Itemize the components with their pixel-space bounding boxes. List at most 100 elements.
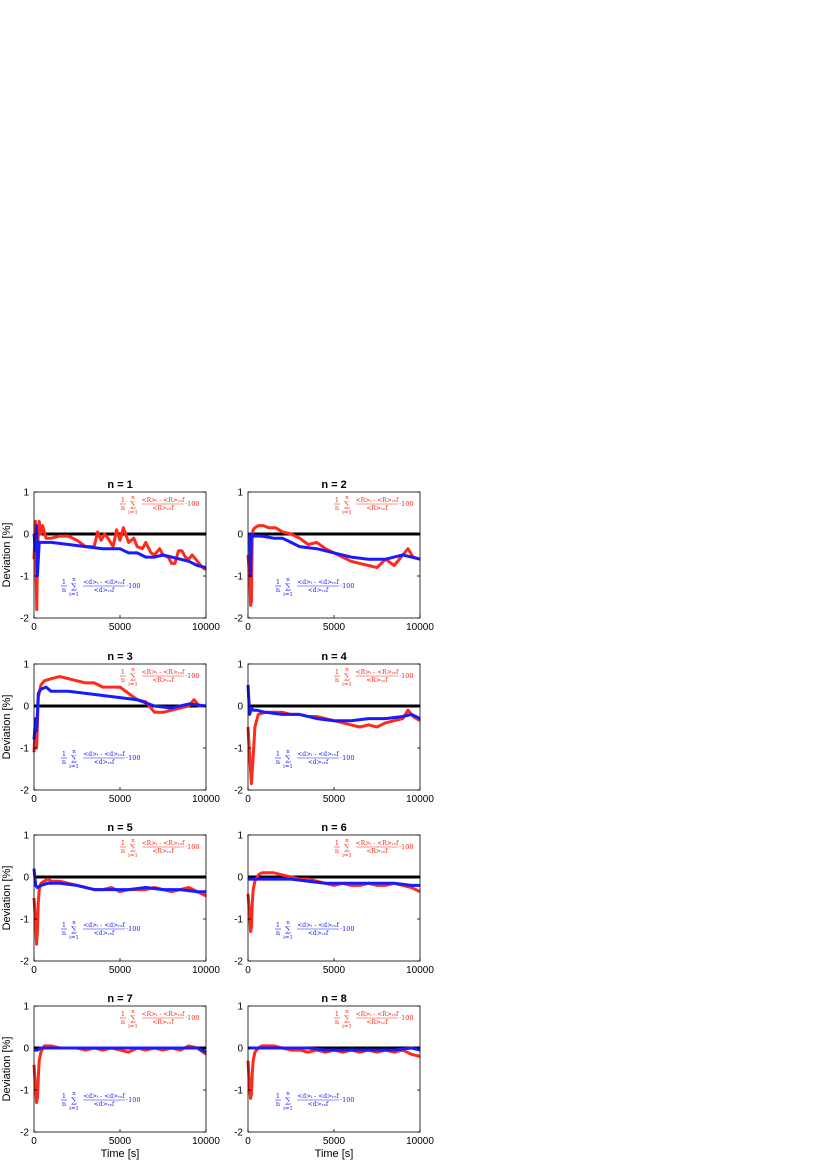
- x-tick-label: 10000: [192, 1136, 220, 1147]
- formula-suffix: ·100: [126, 1096, 140, 1104]
- y-tick-label: 1: [23, 1002, 29, 1013]
- y-tick-label: -1: [20, 1086, 29, 1097]
- formula-numerator: <d>ᵢ - <d>ᵣₑf: [297, 579, 339, 586]
- formula-prefix-den: n: [121, 847, 125, 855]
- formula-suffix: ·100: [185, 1014, 199, 1022]
- formula-d: 1nn∑i=1<d>ᵢ - <d>ᵣₑf<d>ᵣₑf·100: [61, 749, 140, 770]
- y-tick-label: 0: [237, 702, 243, 713]
- formula-numerator: <d>ᵢ - <d>ᵣₑf: [83, 751, 125, 758]
- x-tick-label: 5000: [109, 1136, 132, 1147]
- formula-denominator: <R>ᵣₑf: [366, 1019, 388, 1026]
- formula-prefix-num: 1: [276, 1092, 280, 1100]
- y-tick-label: -1: [234, 572, 243, 583]
- formula-prefix-den: n: [335, 1018, 339, 1026]
- formula-numerator: <R>ᵢ - <R>ᵣₑf: [142, 840, 186, 847]
- formula-numerator: <R>ᵢ - <R>ᵣₑf: [356, 1011, 400, 1018]
- formula-denominator: <R>ᵣₑf: [152, 505, 174, 512]
- formula-suffix: ·100: [185, 500, 199, 508]
- formula-R: 1nn∑i=1<R>ᵢ - <R>ᵣₑf<R>ᵣₑf·100: [120, 1009, 199, 1030]
- y-tick-label: -2: [234, 957, 243, 968]
- formula-numerator: <d>ᵢ - <d>ᵣₑf: [297, 1093, 339, 1100]
- x-tick-label: 10000: [406, 965, 434, 976]
- formula-prefix-den: n: [276, 758, 280, 766]
- y-tick-label: 1: [23, 660, 29, 671]
- formula-denominator: <d>ᵣₑf: [308, 587, 329, 594]
- series-line-d: [246, 684, 421, 723]
- x-tick-label: 5000: [323, 965, 346, 976]
- formula-d: 1nn∑i=1<d>ᵢ - <d>ᵣₑf<d>ᵣₑf·100: [275, 749, 354, 770]
- formula-prefix-den: n: [335, 847, 339, 855]
- formula-sum-top: n: [131, 667, 135, 673]
- formula-denominator: <d>ᵣₑf: [308, 1101, 329, 1108]
- formula-d: 1nn∑i=1<d>ᵢ - <d>ᵣₑf<d>ᵣₑf·100: [61, 920, 140, 941]
- formula-sum-sign: ∑: [285, 754, 291, 763]
- formula-sum-sign: ∑: [285, 925, 291, 934]
- y-tick-label: 0: [23, 702, 29, 713]
- formula-sum-top: n: [72, 749, 76, 755]
- formula-d: 1nn∑i=1<d>ᵢ - <d>ᵣₑf<d>ᵣₑf·100: [275, 920, 354, 941]
- y-tick-label: 1: [237, 660, 243, 671]
- formula-sum-top: n: [345, 667, 349, 673]
- chart-title: n = 7: [107, 993, 132, 1005]
- formula-numerator: <R>ᵢ - <R>ᵣₑf: [356, 669, 400, 676]
- series-line-d: [32, 868, 206, 894]
- formula-R: 1nn∑i=1<R>ᵢ - <R>ᵣₑf<R>ᵣₑf·100: [120, 838, 199, 859]
- formula-denominator: <R>ᵣₑf: [152, 1019, 174, 1026]
- series-line-d: [248, 1046, 421, 1052]
- formula-prefix-num: 1: [335, 496, 339, 504]
- x-tick-label: 0: [31, 1136, 37, 1147]
- formula-numerator: <R>ᵢ - <R>ᵣₑf: [356, 497, 400, 504]
- formula-sum-top: n: [131, 1009, 135, 1015]
- formula-prefix-num: 1: [121, 1010, 125, 1018]
- y-tick-label: -1: [234, 915, 243, 926]
- x-tick-label: 0: [31, 965, 37, 976]
- formula-sum-bottom: i=1: [128, 510, 138, 516]
- y-tick-label: -2: [234, 1128, 243, 1139]
- formula-suffix: ·100: [185, 843, 199, 851]
- formula-sum-top: n: [286, 920, 290, 926]
- x-tick-label: 0: [245, 1136, 251, 1147]
- formula-sum-bottom: i=1: [283, 592, 293, 598]
- formula-prefix-num: 1: [121, 496, 125, 504]
- formula-prefix-num: 1: [335, 1010, 339, 1018]
- formula-R: 1nn∑i=1<R>ᵢ - <R>ᵣₑf<R>ᵣₑf·100: [334, 667, 413, 688]
- x-tick-label: 5000: [109, 965, 132, 976]
- formula-sum-top: n: [131, 495, 135, 501]
- y-tick-label: 1: [237, 1002, 243, 1013]
- chart-title: n = 6: [321, 822, 346, 834]
- formula-sum-bottom: i=1: [69, 1106, 79, 1112]
- formula-prefix-den: n: [276, 1100, 280, 1108]
- x-tick-label: 0: [245, 965, 251, 976]
- series-line-d: [34, 1046, 207, 1054]
- formula-sum-top: n: [286, 577, 290, 583]
- formula-sum-bottom: i=1: [283, 764, 293, 770]
- chart-title: n = 4: [321, 651, 347, 663]
- formula-sum-sign: ∑: [130, 500, 136, 509]
- formula-denominator: <R>ᵣₑf: [152, 677, 174, 684]
- formula-denominator: <d>ᵣₑf: [94, 930, 115, 937]
- formula-denominator: <d>ᵣₑf: [308, 930, 329, 937]
- series-line-R: [32, 519, 207, 612]
- series-line-R: [246, 1044, 421, 1100]
- formula-sum-top: n: [286, 1091, 290, 1097]
- formula-numerator: <d>ᵢ - <d>ᵣₑf: [83, 579, 125, 586]
- formula-sum-bottom: i=1: [128, 853, 138, 859]
- formula-sum-top: n: [72, 920, 76, 926]
- formula-R: 1nn∑i=1<R>ᵢ - <R>ᵣₑf<R>ᵣₑf·100: [120, 667, 199, 688]
- formula-sum-top: n: [131, 838, 135, 844]
- y-tick-label: 1: [237, 488, 243, 499]
- x-tick-label: 5000: [323, 1136, 346, 1147]
- x-tick-label: 0: [245, 622, 251, 633]
- formula-prefix-den: n: [335, 676, 339, 684]
- formula-d: 1nn∑i=1<d>ᵢ - <d>ᵣₑf<d>ᵣₑf·100: [61, 577, 140, 598]
- formula-sum-sign: ∑: [71, 1096, 77, 1105]
- formula-numerator: <R>ᵢ - <R>ᵣₑf: [142, 497, 186, 504]
- formula-prefix-den: n: [276, 929, 280, 937]
- y-tick-label: 0: [237, 1044, 243, 1055]
- formula-prefix-num: 1: [62, 921, 66, 929]
- formula-prefix-num: 1: [62, 750, 66, 758]
